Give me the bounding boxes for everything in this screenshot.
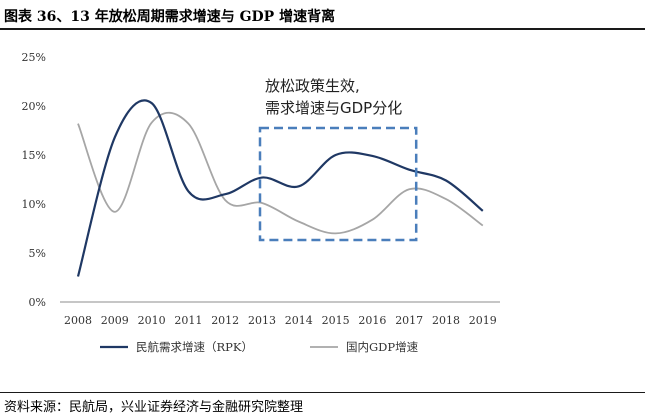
series-lines xyxy=(76,99,484,277)
series-line-rpk xyxy=(76,99,484,277)
x-tick-label: 2009 xyxy=(101,314,129,327)
legend-label: 民航需求增速（RPK） xyxy=(136,340,253,354)
y-tick-label: 25% xyxy=(22,51,46,64)
x-tick-label: 2015 xyxy=(322,314,350,327)
x-tick-label: 2010 xyxy=(138,314,166,327)
x-tick-label: 2018 xyxy=(432,314,460,327)
figure-title: 图表 36、13 年放松周期需求增速与 GDP 增速背离 xyxy=(4,9,336,25)
x-tick-label: 2016 xyxy=(358,314,386,327)
annotation-text-line-2: 需求增速与GDP分化 xyxy=(265,99,402,117)
x-tick-label: 2008 xyxy=(64,314,92,327)
title-rule xyxy=(0,28,645,30)
y-tick-label: 20% xyxy=(22,100,46,113)
x-tick-label: 2019 xyxy=(469,314,497,327)
annotation-box xyxy=(258,126,418,242)
legend: 民航需求增速（RPK） 国内GDP增速 xyxy=(100,340,419,354)
source-note: 资料来源：民航局，兴业证券经济与金融研究院整理 xyxy=(4,400,304,415)
footer-rule xyxy=(0,392,645,393)
legend-label: 国内GDP增速 xyxy=(346,340,419,354)
y-tick-label: 5% xyxy=(29,247,46,260)
annotation-text-line-1: 放松政策生效, xyxy=(265,77,360,95)
x-tick-label: 2014 xyxy=(285,314,313,327)
y-tick-label: 0% xyxy=(29,296,46,309)
x-tick-label: 2012 xyxy=(211,314,239,327)
y-tick-label: 15% xyxy=(22,149,46,162)
x-axis: 2008 2009 2010 2011 2012 2013 2014 2015 2016 2017… xyxy=(60,301,500,327)
annotation-group: 放松政策生效, 需求增速与GDP分化 xyxy=(258,77,418,242)
line-chart: 0% 5% 10% 15% 20% 25% 2008 2009 2010 2011 2012 201… xyxy=(22,51,500,354)
y-axis: 0% 5% 10% 15% 20% 25% xyxy=(22,51,46,309)
series-line-gdp xyxy=(77,111,484,235)
x-tick-label: 2013 xyxy=(248,314,276,327)
x-tick-label: 2011 xyxy=(174,314,202,327)
x-tick-label: 2017 xyxy=(395,314,423,327)
y-tick-label: 10% xyxy=(22,198,46,211)
